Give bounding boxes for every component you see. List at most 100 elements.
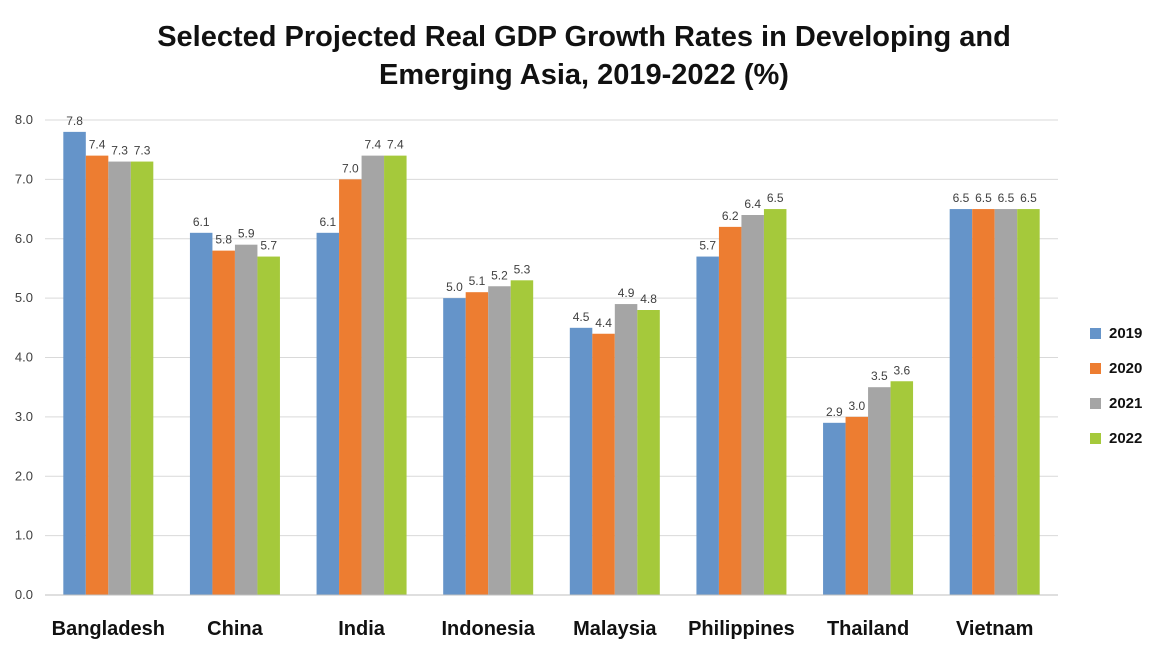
bar-2022-malaysia bbox=[637, 310, 660, 595]
data-label: 2.9 bbox=[826, 405, 843, 419]
legend-item: 2022 bbox=[1090, 421, 1142, 456]
bar-2019-bangladesh bbox=[63, 131, 86, 595]
bar-2022-vietnam bbox=[1017, 209, 1040, 595]
y-tick-label: 6.0 bbox=[15, 231, 33, 246]
data-label: 6.5 bbox=[975, 191, 992, 205]
legend-label: 2020 bbox=[1109, 360, 1143, 377]
y-tick-label: 1.0 bbox=[15, 528, 33, 543]
bars bbox=[63, 131, 1040, 595]
bar-2021-vietnam bbox=[994, 209, 1018, 595]
bar-2021-bangladesh bbox=[108, 161, 131, 595]
y-tick-label: 3.0 bbox=[15, 409, 33, 424]
data-label: 5.8 bbox=[215, 233, 232, 247]
data-label: 3.6 bbox=[893, 363, 910, 377]
legend-label: 2022 bbox=[1109, 430, 1143, 447]
data-label: 7.4 bbox=[89, 138, 106, 152]
data-label: 7.3 bbox=[111, 144, 128, 158]
x-tick-label: China bbox=[207, 618, 263, 640]
bar-2021-india bbox=[361, 155, 385, 595]
data-label: 4.4 bbox=[595, 316, 612, 330]
bar-2020-china bbox=[212, 250, 235, 595]
bar-2020-indonesia bbox=[465, 292, 489, 595]
data-label: 4.5 bbox=[573, 310, 590, 324]
bar-2019-philippines bbox=[696, 256, 719, 595]
y-tick-label: 7.0 bbox=[15, 171, 33, 186]
data-label: 6.2 bbox=[722, 209, 739, 223]
data-label: 6.5 bbox=[953, 191, 970, 205]
data-label: 6.1 bbox=[319, 215, 336, 229]
bar-2022-bangladesh bbox=[130, 161, 154, 595]
y-tick-label: 2.0 bbox=[15, 468, 33, 483]
bar-2019-india bbox=[316, 232, 340, 595]
data-label: 6.4 bbox=[744, 197, 761, 211]
data-label: 3.0 bbox=[848, 399, 865, 413]
data-label: 7.3 bbox=[134, 144, 151, 158]
bar-2021-china bbox=[234, 244, 258, 595]
data-label: 5.7 bbox=[260, 239, 277, 253]
data-label: 7.4 bbox=[364, 138, 381, 152]
legend: 2019 2020 2021 2022 bbox=[1090, 316, 1142, 456]
data-label: 6.5 bbox=[998, 191, 1015, 205]
x-tick-label: Vietnam bbox=[956, 618, 1033, 640]
data-label: 5.9 bbox=[238, 227, 255, 241]
bar-2019-indonesia bbox=[443, 298, 466, 595]
y-tick-label: 8.0 bbox=[15, 112, 33, 127]
legend-swatch bbox=[1090, 398, 1101, 409]
x-tick-label: Bangladesh bbox=[52, 618, 165, 640]
y-tick-label: 4.0 bbox=[15, 350, 33, 365]
bar-2020-thailand bbox=[845, 416, 869, 595]
bar-2020-malaysia bbox=[592, 333, 615, 595]
data-label: 5.0 bbox=[446, 280, 463, 294]
x-tick-label: India bbox=[338, 618, 386, 640]
bar-2021-indonesia bbox=[488, 286, 511, 595]
y-tick-label: 5.0 bbox=[15, 290, 33, 305]
chart-title-line-2: Emerging Asia, 2019-2022 (%) bbox=[379, 59, 789, 91]
data-label: 6.5 bbox=[767, 191, 784, 205]
chart-title: Selected Projected Real GDP Growth Rates… bbox=[0, 18, 1168, 94]
bar-2022-indonesia bbox=[510, 280, 534, 595]
legend-item: 2021 bbox=[1090, 386, 1142, 421]
chart-title-line-1: Selected Projected Real GDP Growth Rates… bbox=[157, 21, 1011, 53]
legend-item: 2020 bbox=[1090, 351, 1142, 386]
data-label: 5.1 bbox=[469, 274, 486, 288]
data-label: 5.2 bbox=[491, 268, 508, 282]
data-labels: 7.8 7.4 7.3 7.3 6.1 5.8 5.9 5.7 6.1 7.0 7.4 7.4 5.0 5… bbox=[66, 114, 1037, 419]
x-tick-label: Indonesia bbox=[442, 618, 536, 640]
data-label: 4.9 bbox=[618, 286, 635, 300]
data-label: 4.8 bbox=[640, 292, 657, 306]
legend-swatch bbox=[1090, 433, 1101, 444]
data-label: 7.8 bbox=[66, 114, 83, 128]
bar-2020-india bbox=[339, 179, 362, 595]
data-label: 6.5 bbox=[1020, 191, 1037, 205]
bar-2022-china bbox=[257, 256, 280, 595]
bar-2021-malaysia bbox=[614, 304, 638, 595]
bar-2019-vietnam bbox=[949, 209, 973, 595]
legend-label: 2019 bbox=[1109, 325, 1143, 342]
bar-2022-thailand bbox=[890, 381, 914, 595]
data-label: 7.4 bbox=[387, 138, 404, 152]
bar-2019-thailand bbox=[823, 422, 846, 595]
axes: 0.0 1.0 2.0 3.0 4.0 5.0 6.0 7.0 8.0 Bangladesh Chi… bbox=[15, 112, 1058, 640]
x-tick-label: Philippines bbox=[688, 618, 795, 640]
legend-swatch bbox=[1090, 363, 1101, 374]
bar-2020-philippines bbox=[718, 226, 742, 595]
data-label: 5.7 bbox=[699, 239, 716, 253]
bar-2022-philippines bbox=[763, 209, 787, 595]
x-tick-label: Thailand bbox=[827, 618, 909, 640]
legend-swatch bbox=[1090, 328, 1101, 339]
bar-2019-china bbox=[189, 232, 213, 595]
y-tick-label: 0.0 bbox=[15, 587, 33, 602]
bar-2022-india bbox=[384, 155, 407, 595]
bar-2021-thailand bbox=[868, 387, 891, 595]
data-label: 7.0 bbox=[342, 161, 359, 175]
data-label: 5.3 bbox=[514, 262, 531, 276]
bar-2020-vietnam bbox=[972, 209, 995, 595]
data-label: 3.5 bbox=[871, 369, 888, 383]
legend-label: 2021 bbox=[1109, 395, 1143, 412]
bar-2021-philippines bbox=[741, 215, 764, 595]
legend-item: 2019 bbox=[1090, 316, 1142, 351]
data-label: 6.1 bbox=[193, 215, 210, 229]
bar-2020-bangladesh bbox=[85, 155, 109, 595]
x-tick-label: Malaysia bbox=[573, 618, 657, 640]
